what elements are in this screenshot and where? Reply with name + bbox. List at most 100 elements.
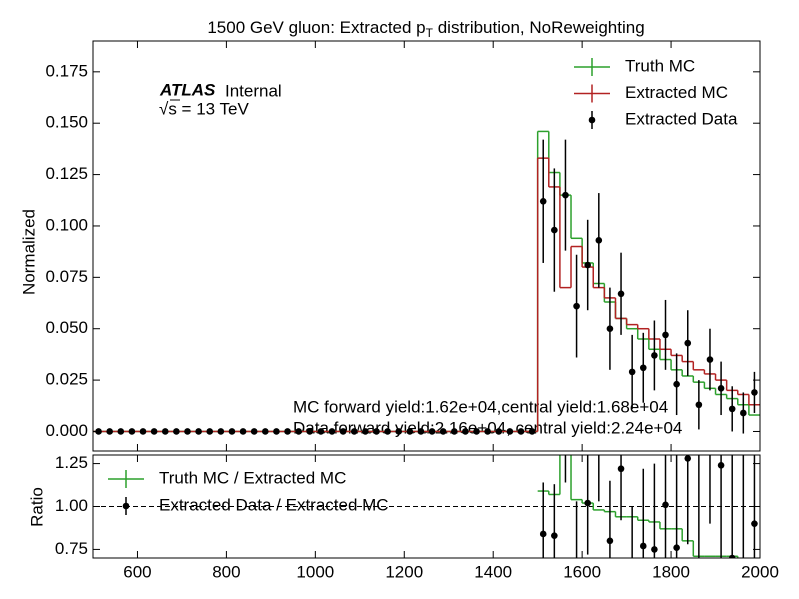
legend-symbol [122,502,130,510]
x-tick-label: 1200 [385,562,423,581]
data-point [373,428,380,435]
data-point [528,428,536,435]
main-plot [93,130,760,435]
data-point [639,542,647,550]
data-point [695,401,703,409]
data-point [428,428,436,435]
data-point [317,428,325,435]
data-point [573,302,580,310]
data-point [651,352,658,359]
ratio-frame [92,454,761,559]
data-point [551,226,558,234]
data-point [539,530,547,538]
x-tick-label: 2000 [741,562,779,581]
annotation: MC forward yield:1.62e+04,central yield:… [293,397,668,416]
data-point [206,428,214,435]
y-tick-label: 0.75 [55,539,88,558]
data-point [384,428,391,435]
data-point [417,428,425,435]
data-point [628,368,636,376]
y-tick-label: 0.000 [45,421,88,440]
y-axis-label: Ratio [27,487,46,527]
legend-label: Truth MC / Extracted MC [159,468,346,487]
data-point [239,428,247,435]
data-point [217,428,225,435]
data-point [728,554,736,558]
x-tick-label: 1800 [652,562,690,581]
x-tick-label: 1000 [296,562,334,581]
x-tick-label: 1400 [474,562,512,581]
data-point [184,428,191,435]
data-point [284,428,291,435]
data-point [562,191,569,199]
data-point [740,409,747,417]
x-tick-label: 1600 [563,562,601,581]
data-point [273,428,280,435]
data-point [161,428,169,435]
atlas-status: Internal [225,81,282,100]
data-point [517,428,525,435]
chart-title: 1500 GeV gluon: Extracted pT distributio… [207,18,644,40]
title-subscript: T [426,26,434,40]
data-point [639,364,647,372]
data-point [228,428,236,435]
data-point [717,385,725,392]
data-point [339,428,347,435]
data-point [450,428,458,435]
data-point [751,389,758,396]
data-point [439,428,447,435]
y-axis-label: Normalized [19,209,38,295]
data-point [606,537,614,545]
legend-symbol [588,116,596,124]
data-point [262,428,269,435]
data-point [684,455,692,462]
y-tick-label: 0.150 [45,113,88,132]
data-point [406,428,414,435]
x-tick-label: 800 [212,562,240,581]
data-point [706,356,714,363]
data-point [673,544,680,551]
y-tick-label: 0.075 [45,267,88,286]
data-point [128,428,136,435]
data-point [717,462,725,469]
data-point [106,428,113,435]
y-tick-label: 0.050 [45,318,88,337]
data-point [651,546,658,553]
data-point [684,339,692,347]
data-point [250,428,258,435]
title-part: 1500 GeV gluon: Extracted p [207,18,425,37]
data-point [506,428,514,435]
y-tick-label: 0.175 [45,61,88,80]
data-point [495,428,503,435]
data-point [484,428,491,435]
data-point [473,428,480,435]
y-tick-label: 0.125 [45,164,88,183]
data-point [751,520,758,527]
data-point [362,428,369,435]
legend-label: Extracted Data [625,109,738,128]
data-point [539,198,547,205]
data-point [150,428,158,435]
data-point [617,290,625,298]
data-point [306,428,314,435]
data-point [139,428,147,435]
y-tick-label: 1.00 [55,496,88,515]
data-point [662,501,669,509]
main-frame [92,40,761,452]
data-point [673,380,680,388]
atlas-energy: √s = 13 TeV [159,99,249,118]
data-point [395,428,403,435]
data-point [295,428,302,435]
data-point [195,428,202,435]
data-point [328,428,336,435]
atlas-label: ATLAS [159,80,216,99]
data-point [606,325,614,333]
title-part: distribution, NoReweighting [433,18,645,37]
data-point [551,532,558,539]
data-point [584,261,591,269]
legend-label: Extracted Data / Extracted MC [159,495,389,514]
axes: 0.000 0.025 0.050 0.075 0.100 0.125 0.150 0.175… [45,41,779,581]
data-point [617,465,625,473]
legend-label: Extracted MC [625,83,728,102]
